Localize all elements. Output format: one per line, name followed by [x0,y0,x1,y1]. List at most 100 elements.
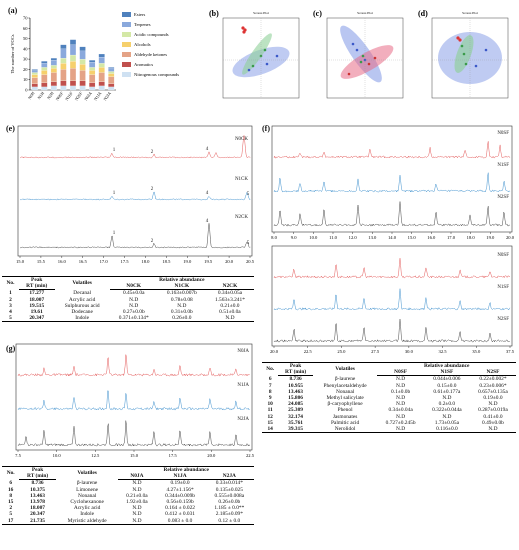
table-cell: 21.735 [19,517,56,525]
x-tick-label: 8.0 [271,235,277,240]
table-cell: 4.27±1.156* [166,486,194,493]
table-cell: Sulphurous acid [64,302,100,309]
x-tick-label: 35.0 [472,349,481,354]
table-cell: 8.736 [289,376,302,383]
table-row: 10 24.085 β-caryophyllene N.D 0.2±0.0 N.D [262,401,516,407]
x-tick-label: 16.0 [58,259,67,264]
table-cell: 4 [9,309,12,316]
table-cell: Indole [80,511,94,518]
table-row: 3 19.515 Sulphurous acid N.D N.D 0.21±0.0 [2,303,254,309]
table-cell: Decanal [73,290,91,297]
bar-segment [50,58,57,61]
table-cell: 0.27±0.0b [122,309,145,316]
table-row: 8 13.463 Nonanal 0.1±0.0b 0.61±0.177a 0.657±0… [262,389,516,395]
table-cell: 6 [268,376,272,383]
table-cell: 0.22±0.002* [479,376,507,383]
table-cell: 0.164 ± 0.022 [165,505,196,512]
table-cell: N.D [377,426,424,434]
legend-swatch [122,52,131,57]
table-cell: 0.78±0.08 [170,296,193,303]
table-cell: 0.51±0.0a [219,309,241,316]
table-cell: 0.33±0.014* [215,480,243,487]
bar-segment [108,68,115,72]
bar-segment [31,77,38,84]
col-rt: RT (min) [18,283,55,291]
table-cell: 0.2±0.0 [438,401,456,408]
table-cell: 35.761 [288,419,303,426]
bar-segment [108,76,115,84]
table-cell: Phenylacetaldehyde [323,382,367,389]
table-cell: 0.287±0.019a [478,407,508,414]
table-cell: 18.007 [29,296,45,303]
panel-d-label: (d) [418,9,428,18]
x-tick-label: 17.0 [100,259,109,264]
col-group: N0SF [377,369,424,377]
x-tick-label: N1JA [93,91,103,102]
table-cell: 0.61±0.177a [433,388,461,395]
table-cell: 0.34±0.05a [217,290,243,297]
chromatogram-trace [273,258,511,279]
x-tick-label: 15.5 [37,259,46,264]
bar-segment [31,74,38,78]
x-tick-label: 13.0 [368,235,377,240]
y-tick-label: 30 [23,57,28,62]
table-row: 2 18.007 Acrylic acid N.D 0.78±0.08 1.563±3.2… [2,297,254,303]
table-cell: 1.92±0.0a [126,499,148,506]
col-volatiles: Volatiles [55,465,119,480]
x-tick-label: 16.0 [427,235,436,240]
col-volatiles: Volatiles [54,275,110,290]
table-cell: Palmitic acid [330,419,360,426]
legend-item: Nitrogenous compounds [134,72,179,77]
chromatogram-trace [17,390,250,411]
x-tick-label: 7.5 [15,453,21,458]
x-tick-label: N2H [46,91,55,101]
table-cell: N.D [396,413,406,420]
x-tick-label: 32.5 [439,349,448,354]
trace-label: N2SF [497,195,509,200]
table-cell: 0.19±0.0 [170,480,190,487]
col-group: N1JA [155,473,205,481]
chromatogram-trace [273,141,511,159]
bar-segment [69,39,77,45]
x-tick-label: N1H [36,91,45,101]
stacked-bar-chart: 0 10 20 30 40 50 60 70 The number of VOCs N0H N1H… [10,12,179,102]
bar-segment [69,44,77,56]
table-cell: N.D [118,517,156,525]
bar-segment [41,74,48,83]
table-cell: 10.955 [288,382,303,389]
chromatogram-trace [19,223,251,249]
chromatogram-trace [273,319,511,343]
table-row: 8 13.463 Nonanal 0.21±0.0a 0.344±0.009b 0.555… [2,493,254,499]
legend-swatch [122,42,131,47]
col-relative-abundance: Relative abundance [109,276,254,284]
x-tick-label: 20.5 [246,259,255,264]
table-row: 6 8.736 β-laurene N.D 0.044±0.006 0.22±0.002* [262,376,516,383]
legend-item: Alcohols [134,42,151,47]
x-tick-label: 11.0 [329,235,338,240]
table-cell: 13.463 [288,388,303,395]
col-group: N2CK [205,283,254,291]
table-cell: 5 [9,511,13,518]
bar-segment [79,46,86,52]
bar-segment [98,72,105,82]
table-e: No. Peak Volatiles Relative abundance RT… [2,275,254,323]
col-relative-abundance: Relative abundance [377,362,516,370]
table-cell: 25.309 [288,407,303,414]
table-cell: 5 [2,315,19,323]
table-cell: Acrylic acid [73,505,101,512]
table-cell: N.D [205,315,254,323]
table-row: 17 21.735 Myristic aldehyde N.D 0.083 ± 0.0 0… [2,517,254,525]
bar-segment [89,86,96,91]
table-cell: Dodecane [71,309,93,316]
table-cell: 15.806 [288,395,303,402]
table-cell: 0.727±0.245b [385,419,416,426]
table-row: 15 35.761 Palmitic acid 0.727±0.245b 1.73±0.… [262,420,516,426]
table-cell: 0.657±0.135a [478,388,508,395]
chromatogram-g: N0JA N1JA N2JA 7.5 10.0 12.5 15.0 17.5 20.0 22.5 [15,343,255,458]
legend-item: Terpenes [134,22,151,27]
x-tick-label: 18.0 [141,259,150,264]
bar-segment [108,86,115,91]
x-tick-label: 18.5 [162,259,171,264]
peak-number: 1 [113,148,116,153]
col-relative-abundance: Relative abundance [118,466,254,474]
